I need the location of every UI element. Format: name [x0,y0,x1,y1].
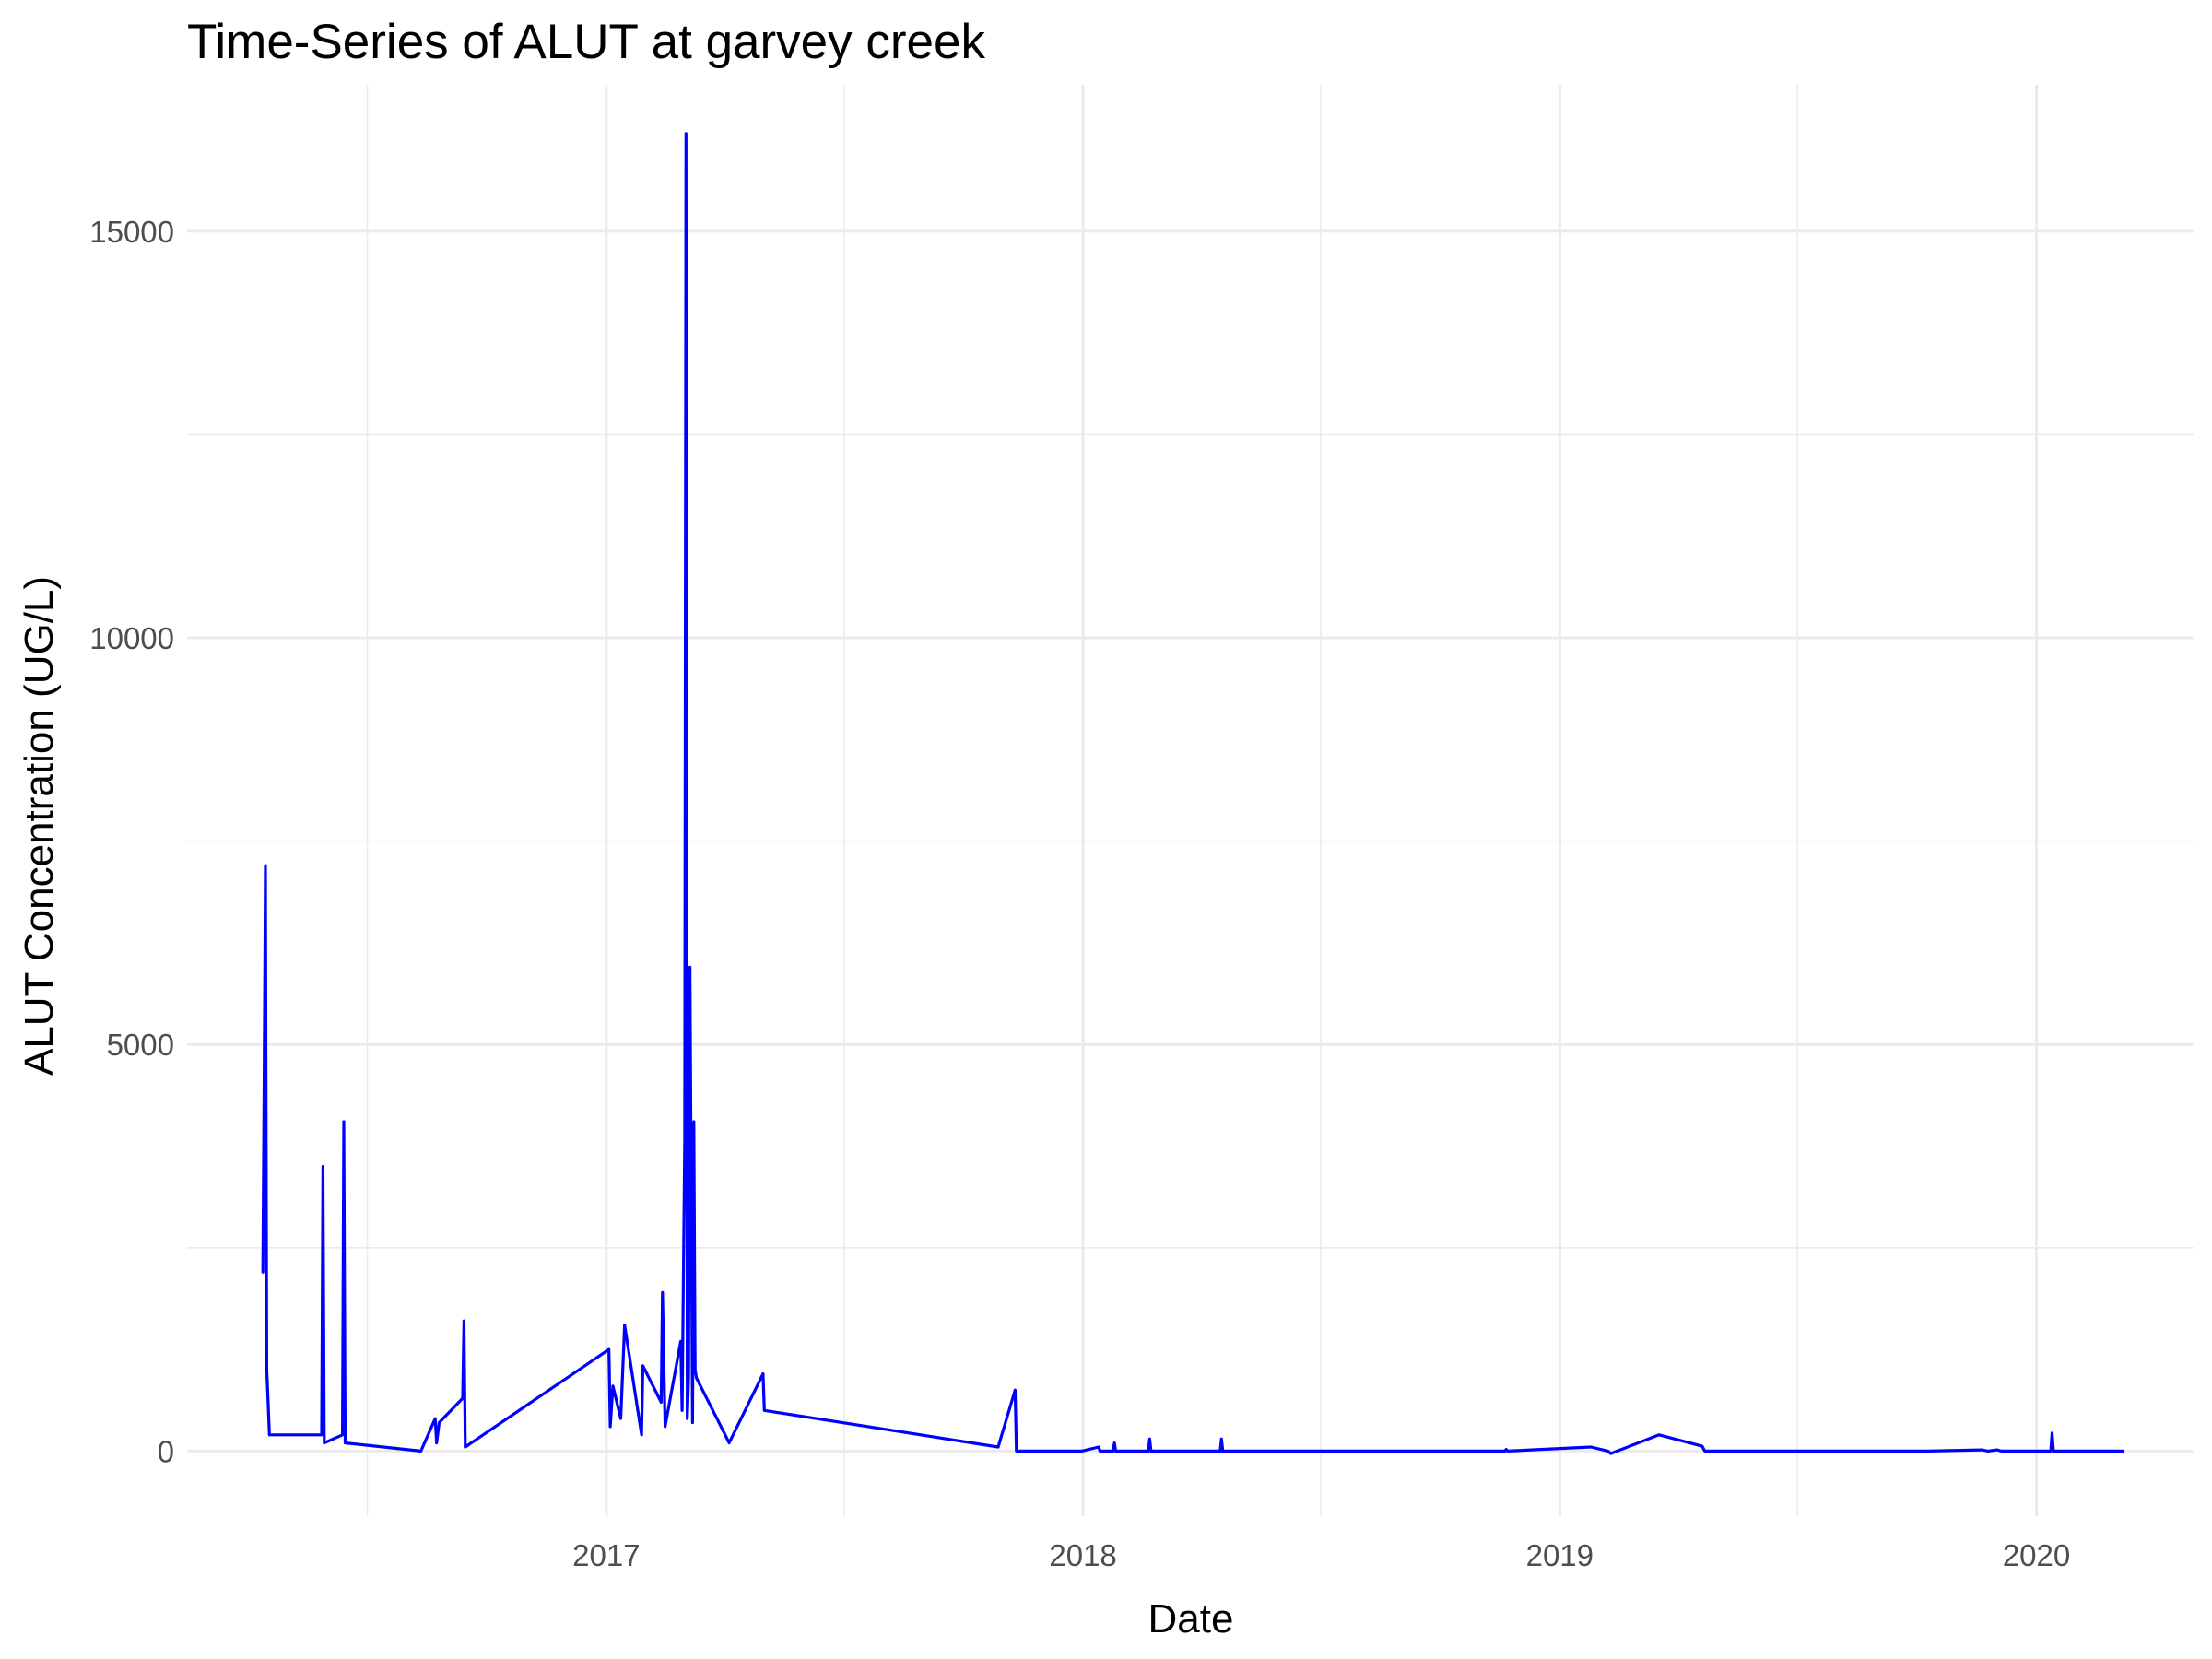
chart-title: Time-Series of ALUT at garvey creek [187,15,985,69]
x-tick-label: 2018 [1049,1538,1116,1572]
y-axis-ticks: 0 5000 10000 15000 [89,215,174,1469]
series-layer [261,132,2124,1455]
y-tick-label: 5000 [107,1028,174,1062]
major-gridlines [187,85,2194,1516]
y-tick-label: 15000 [89,215,174,249]
y-tick-label: 10000 [89,621,174,655]
series-line [261,132,2124,1455]
x-tick-label: 2020 [2003,1538,2070,1572]
minor-gridlines [187,85,2194,1516]
y-axis-label: ALUT Concentration (UG/L) [17,576,62,1076]
y-tick-label: 0 [158,1434,174,1468]
x-tick-label: 2019 [1526,1538,1594,1572]
x-axis-label: Date [1148,1596,1234,1641]
x-axis-ticks: 2017 2018 2019 2020 [572,1538,2070,1572]
x-tick-label: 2017 [572,1538,640,1572]
